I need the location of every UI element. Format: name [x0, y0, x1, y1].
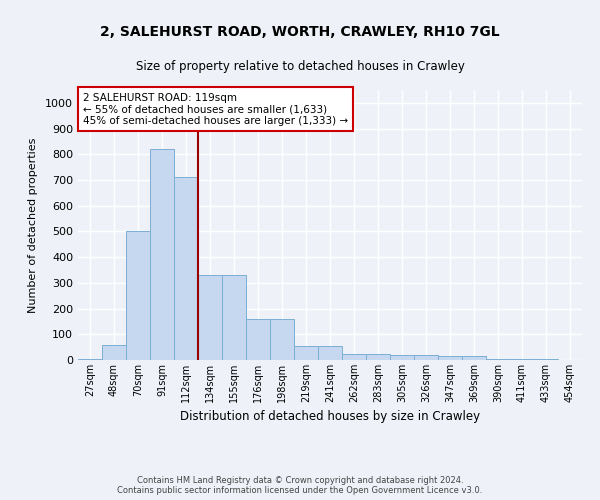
Bar [78, 358, 102, 360]
Bar [126, 232, 150, 360]
Bar [222, 275, 246, 360]
Bar [246, 319, 270, 360]
Bar [486, 358, 510, 360]
Bar [102, 344, 126, 360]
Bar [294, 346, 318, 360]
Text: Contains HM Land Registry data © Crown copyright and database right 2024.
Contai: Contains HM Land Registry data © Crown c… [118, 476, 482, 495]
Bar [414, 356, 438, 360]
Y-axis label: Number of detached properties: Number of detached properties [28, 138, 38, 312]
Bar [270, 319, 294, 360]
Bar [534, 358, 558, 360]
Bar [390, 356, 414, 360]
Text: Size of property relative to detached houses in Crawley: Size of property relative to detached ho… [136, 60, 464, 73]
Bar [510, 358, 534, 360]
Bar [462, 356, 486, 360]
Text: 2, SALEHURST ROAD, WORTH, CRAWLEY, RH10 7GL: 2, SALEHURST ROAD, WORTH, CRAWLEY, RH10 … [100, 25, 500, 39]
Bar [342, 354, 366, 360]
Bar [174, 178, 198, 360]
Bar [318, 346, 342, 360]
X-axis label: Distribution of detached houses by size in Crawley: Distribution of detached houses by size … [180, 410, 480, 424]
Bar [438, 356, 462, 360]
Text: 2 SALEHURST ROAD: 119sqm
← 55% of detached houses are smaller (1,633)
45% of sem: 2 SALEHURST ROAD: 119sqm ← 55% of detach… [83, 92, 348, 126]
Bar [366, 354, 390, 360]
Bar [198, 275, 222, 360]
Bar [150, 149, 174, 360]
